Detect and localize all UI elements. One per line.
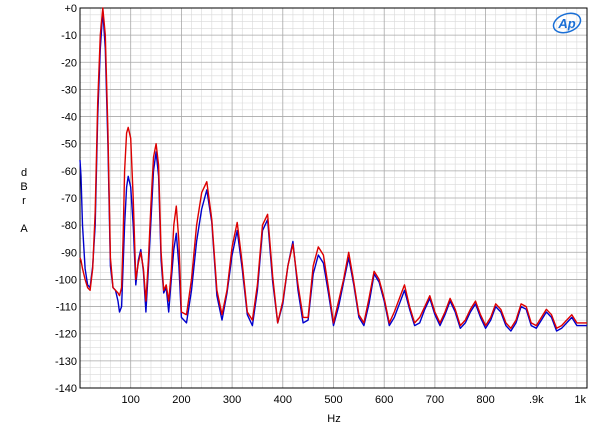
y-tick-label: -90 <box>61 247 77 259</box>
y-tick-label: -140 <box>55 383 77 395</box>
x-tick-labels: 100 200 300 400 500 600 700 800 .9k 1k <box>122 394 587 406</box>
y-tick-label: -10 <box>61 30 77 42</box>
svg-text:A: A <box>20 223 28 235</box>
x-tick-label: .9k <box>529 394 544 406</box>
ap-logo-text: Ap <box>557 16 575 31</box>
svg-text:r: r <box>22 195 26 207</box>
ap-logo-oval <box>552 12 582 34</box>
y-tick-label: -130 <box>55 356 77 368</box>
y-tick-label: -30 <box>61 84 77 96</box>
y-tick-label: -110 <box>56 302 77 314</box>
svg-text:B: B <box>20 181 27 193</box>
x-tick-label: 400 <box>274 394 292 406</box>
y-tick-label: -120 <box>55 329 77 341</box>
y-tick-label: -40 <box>61 112 77 124</box>
x-tick-label: 300 <box>223 394 241 406</box>
y-tick-label: +0 <box>64 3 77 15</box>
x-axis-label: Hz <box>327 413 340 425</box>
y-tick-label: -50 <box>61 139 77 151</box>
y-tick-label: -20 <box>61 57 77 69</box>
series-layer <box>79 7 587 332</box>
ap-logo: Ap <box>552 12 582 34</box>
x-tick-label: 100 <box>122 394 140 406</box>
x-tick-label: 1k <box>574 394 586 406</box>
x-tick-label: 500 <box>324 394 342 406</box>
y-tick-label: -70 <box>61 193 77 205</box>
x-tick-label: 700 <box>426 394 444 406</box>
y-tick-label: -60 <box>61 166 77 178</box>
y-tick-labels: +0 -10 -20 -30 -40 -50 -60 -70 -80 -90 -100 -110 -12… <box>55 3 77 395</box>
y-axis-label: d B r A <box>20 167 28 235</box>
x-tick-label: 200 <box>172 394 190 406</box>
x-tick-label: 800 <box>476 394 494 406</box>
y-tick-label: -80 <box>61 220 77 232</box>
svg-text:d: d <box>21 167 27 179</box>
series-line-red <box>79 7 587 329</box>
plot-frame <box>79 7 588 389</box>
x-tick-label: 600 <box>375 394 393 406</box>
y-tick-label: -100 <box>55 274 77 286</box>
